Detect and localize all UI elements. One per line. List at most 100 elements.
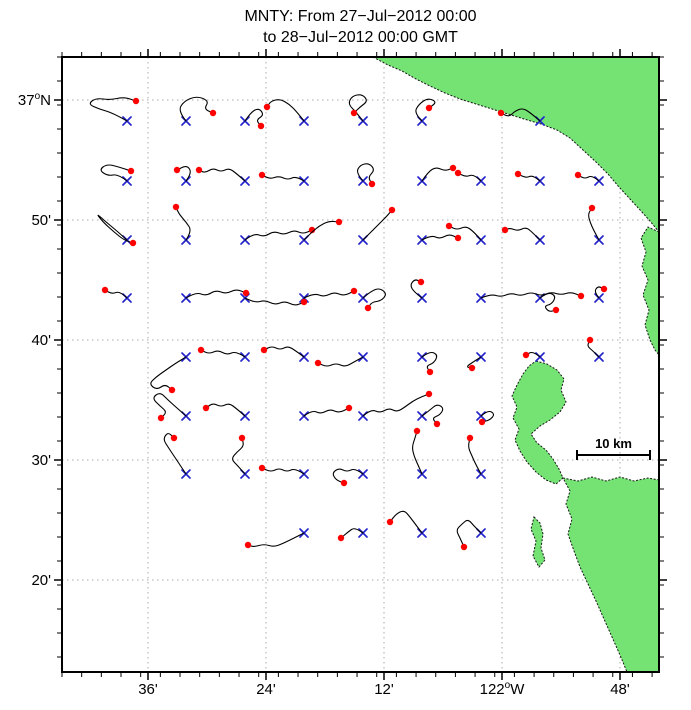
y-tick-label: 37oN xyxy=(18,91,51,109)
trajectory-path xyxy=(185,289,247,299)
trajectory-path xyxy=(421,404,444,425)
trajectory-path xyxy=(303,290,355,299)
trajectory-path xyxy=(415,98,436,122)
trajectory-path xyxy=(348,94,367,122)
trajectory-endpoint xyxy=(425,390,433,398)
trajectory-path xyxy=(200,349,246,358)
trajectory-path xyxy=(263,346,305,358)
trajectory-endpoint xyxy=(600,285,608,293)
y-tick-label: 20' xyxy=(31,572,51,589)
trajectory-path xyxy=(362,209,393,241)
trajectory-path xyxy=(244,297,305,306)
trajectory-endpoint xyxy=(586,336,594,344)
trajectory-path xyxy=(97,214,134,244)
trajectory-path xyxy=(480,292,582,299)
trajectory-endpoint xyxy=(127,167,135,175)
trajectory-path xyxy=(412,430,423,475)
trajectory-endpoint xyxy=(242,289,250,297)
x-tick-label: 24' xyxy=(256,681,276,698)
trajectory-endpoint xyxy=(335,218,343,226)
trajectory-path xyxy=(357,163,374,185)
scale-bar: 10 km xyxy=(576,436,651,460)
trajectory-path xyxy=(421,351,438,373)
trajectory-endpoint xyxy=(300,298,308,306)
trajectory-path xyxy=(504,227,541,241)
trajectory-path xyxy=(332,468,364,484)
trajectory-path xyxy=(266,99,305,122)
trajectory-endpoint xyxy=(514,170,522,178)
trajectory-path xyxy=(247,532,305,547)
trajectory-endpoint xyxy=(454,234,462,242)
map-frame xyxy=(54,49,667,680)
trajectory-path xyxy=(261,467,305,475)
figure-title-line2: to 28−Jul−2012 00:00 GMT xyxy=(263,29,458,46)
trajectory-path xyxy=(421,234,459,241)
trajectory-endpoint xyxy=(386,518,394,526)
trajectory-endpoint xyxy=(466,434,474,442)
trajectory-endpoint xyxy=(337,534,345,542)
trajectory-path xyxy=(539,292,557,312)
trajectory-endpoint xyxy=(345,404,353,412)
trajectory-path xyxy=(244,108,264,127)
trajectory-endpoint xyxy=(101,286,109,294)
trajectory-endpoint xyxy=(577,292,585,300)
trajectory-endpoint xyxy=(197,346,205,354)
axis-tick-labels: 37oN 50' 40' 30' 20' 36' 24' 12' 122oW 48' xyxy=(18,91,630,698)
trajectory-endpoint xyxy=(574,171,582,179)
trajectory-path xyxy=(525,351,541,358)
x-tick-label: 12' xyxy=(374,681,394,698)
trajectory-path xyxy=(410,279,423,299)
trajectories xyxy=(89,94,608,551)
x-tick-label: 48' xyxy=(610,681,630,698)
land-polygon xyxy=(511,360,567,485)
trajectory-path xyxy=(577,174,600,182)
trajectory-path xyxy=(362,288,386,309)
trajectory-endpoint xyxy=(368,180,376,188)
trajectory-endpoint xyxy=(209,109,217,117)
trajectory-path xyxy=(100,164,132,182)
trajectory-endpoint xyxy=(478,418,486,426)
figure-title-line1: MNTY: From 27−Jul−2012 00:00 xyxy=(244,8,477,25)
trajectory-endpoint xyxy=(132,97,140,105)
trajectory-endpoint xyxy=(426,368,434,376)
trajectory-endpoint xyxy=(129,239,137,247)
trajectory-path xyxy=(421,167,454,182)
trajectory-endpoint xyxy=(173,166,181,174)
trajectory-endpoint xyxy=(497,109,505,117)
gridlines xyxy=(62,57,659,672)
trajectory-endpoint xyxy=(449,164,457,172)
trajectory-endpoint xyxy=(417,278,425,286)
trajectory-path xyxy=(261,174,305,182)
trajectory-path xyxy=(205,403,246,417)
trajectory-endpoint xyxy=(172,203,180,211)
trajectory-endpoint xyxy=(314,359,322,367)
trajectory-endpoint xyxy=(552,306,560,314)
trajectory-endpoint xyxy=(454,169,462,177)
trajectory-path xyxy=(588,207,600,241)
trajectory-path xyxy=(389,510,423,534)
trajectory-endpoint xyxy=(588,204,596,212)
scale-bar-label: 10 km xyxy=(595,436,632,451)
trajectory-endpoint xyxy=(413,427,421,435)
trajectory-path xyxy=(303,220,340,241)
x-tick-label: 122oW xyxy=(480,680,526,698)
land-polygon xyxy=(530,516,546,568)
trajectory-path xyxy=(175,206,191,241)
land-polygon xyxy=(640,226,660,357)
trajectory-endpoint xyxy=(168,386,176,394)
trajectory-endpoint xyxy=(195,166,203,174)
trajectory-path xyxy=(232,437,246,475)
trajectory-endpoint xyxy=(460,543,468,551)
trajectory-path xyxy=(176,165,191,182)
trajectory-endpoint xyxy=(244,541,252,549)
trajectory-path xyxy=(340,528,364,539)
map-frame-border xyxy=(61,56,660,673)
trajectory-endpoint xyxy=(340,479,348,487)
y-tick-label: 40' xyxy=(31,332,51,349)
trajectory-endpoint xyxy=(157,414,165,422)
trajectory-path xyxy=(517,173,541,182)
trajectory-endpoint xyxy=(350,287,358,295)
trajectory-path xyxy=(480,410,495,423)
